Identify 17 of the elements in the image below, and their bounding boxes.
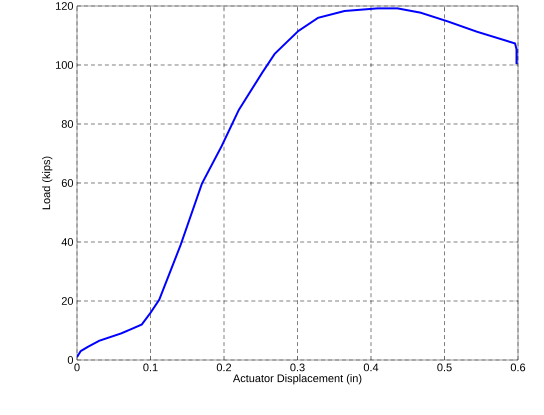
line-series <box>77 7 518 358</box>
y-tick-label: 60 <box>62 179 74 187</box>
x-tick-label: 0.4 <box>364 364 378 372</box>
x-tick-label: 0.6 <box>510 364 526 372</box>
y-tick-label: 0 <box>68 356 74 364</box>
y-tick-label: 120 <box>56 2 74 10</box>
x-axis-title: Actuator Displacement (in) <box>232 374 362 384</box>
x-tick-label: 0.3 <box>290 364 305 372</box>
y-tick-label: 20 <box>62 297 74 305</box>
x-tick-label: 0.1 <box>143 364 158 372</box>
y-tick-label: 100 <box>56 61 74 69</box>
y-tick-label: 40 <box>62 238 74 246</box>
y-tick-label: 80 <box>62 120 74 128</box>
x-tick-label: 0 <box>74 364 80 372</box>
x-tick-label: 0.2 <box>216 364 232 372</box>
y-axis-title: Load (kips) <box>42 156 52 210</box>
x-tick-label: 0.5 <box>437 364 452 372</box>
